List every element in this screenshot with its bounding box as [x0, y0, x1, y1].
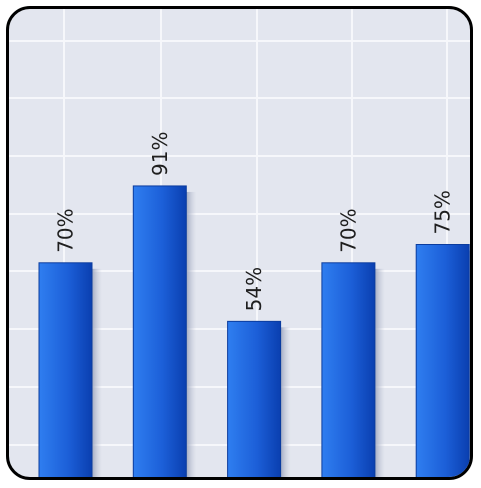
bar-3 [321, 262, 376, 477]
data-label-2: 54% [242, 267, 266, 311]
bar-shadow-3 [374, 268, 385, 477]
bar-2 [227, 320, 282, 477]
bar-1 [132, 185, 187, 477]
data-label-1: 91% [148, 131, 172, 175]
bar-shadow-0 [92, 268, 102, 477]
bars-group [38, 185, 470, 477]
bar-4 [415, 244, 470, 477]
bar-shadow-2 [280, 327, 291, 477]
data-label-0: 70% [54, 208, 78, 252]
bar-shadow-1 [186, 191, 197, 477]
data-label-3: 70% [336, 208, 360, 252]
data-label-4: 75% [431, 190, 455, 234]
data-labels-group: 70% 91% 54% 70% 75% [54, 131, 455, 311]
chart-frame: 70% 91% 54% 70% 75% [6, 6, 473, 480]
bar-shadow-4 [469, 250, 470, 477]
bar-chart: 70% 91% 54% 70% 75% [9, 9, 470, 477]
bar-0 [38, 262, 93, 477]
